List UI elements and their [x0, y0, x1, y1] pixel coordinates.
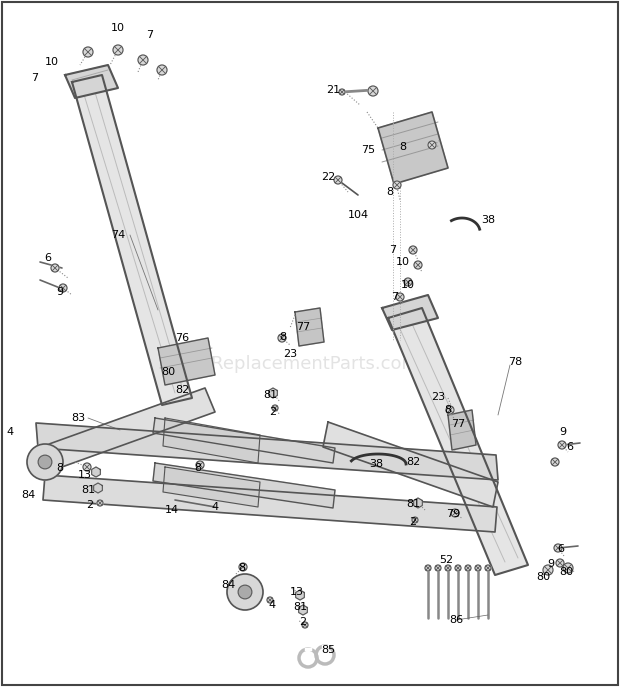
Text: 8: 8	[399, 142, 407, 152]
Circle shape	[563, 563, 573, 573]
Text: eReplacementParts.com: eReplacementParts.com	[200, 354, 420, 372]
Polygon shape	[268, 388, 277, 398]
Polygon shape	[323, 422, 498, 507]
Text: 82: 82	[406, 457, 420, 467]
Text: 76: 76	[175, 333, 189, 343]
Text: 22: 22	[321, 172, 335, 182]
Text: 38: 38	[369, 459, 383, 469]
Polygon shape	[36, 423, 498, 480]
Circle shape	[27, 444, 63, 480]
Polygon shape	[94, 483, 102, 493]
Circle shape	[412, 517, 418, 523]
Text: 104: 104	[347, 210, 368, 220]
Circle shape	[59, 284, 67, 292]
Polygon shape	[163, 418, 260, 463]
Circle shape	[554, 544, 562, 552]
Text: 78: 78	[508, 357, 522, 367]
Text: 10: 10	[401, 280, 415, 290]
Circle shape	[196, 461, 204, 469]
Circle shape	[558, 441, 566, 449]
Text: 74: 74	[111, 230, 125, 240]
Text: 80: 80	[536, 572, 550, 582]
Polygon shape	[448, 410, 476, 450]
Polygon shape	[158, 338, 215, 385]
Text: 10: 10	[111, 23, 125, 33]
Text: 2: 2	[299, 617, 306, 627]
Circle shape	[157, 65, 167, 75]
Circle shape	[272, 405, 278, 411]
Circle shape	[267, 597, 273, 603]
Circle shape	[38, 455, 52, 469]
Polygon shape	[296, 590, 304, 600]
Text: 8: 8	[386, 187, 394, 197]
Text: 4: 4	[211, 502, 219, 512]
Text: 6: 6	[557, 544, 564, 554]
Circle shape	[414, 261, 422, 269]
Text: 81: 81	[406, 499, 420, 509]
Text: 13: 13	[290, 587, 304, 597]
Text: 14: 14	[165, 505, 179, 515]
Text: 7: 7	[32, 73, 38, 83]
Circle shape	[302, 622, 308, 628]
Circle shape	[551, 458, 559, 466]
Circle shape	[368, 86, 378, 96]
Text: 6: 6	[567, 442, 574, 452]
Circle shape	[409, 246, 417, 254]
Text: 21: 21	[326, 85, 340, 95]
Circle shape	[455, 565, 461, 571]
Polygon shape	[92, 467, 100, 477]
Circle shape	[278, 334, 286, 342]
Circle shape	[445, 565, 451, 571]
Text: 9: 9	[559, 427, 567, 437]
Circle shape	[435, 565, 441, 571]
Circle shape	[51, 264, 59, 272]
Circle shape	[334, 176, 342, 184]
Text: 7: 7	[389, 245, 397, 255]
Polygon shape	[299, 605, 308, 615]
Circle shape	[239, 563, 247, 571]
Text: 77: 77	[296, 322, 310, 332]
Text: 81: 81	[81, 485, 95, 495]
Polygon shape	[378, 112, 448, 184]
Circle shape	[485, 565, 491, 571]
Circle shape	[113, 45, 123, 55]
Text: 2: 2	[270, 407, 277, 417]
Circle shape	[138, 55, 148, 65]
Text: 80: 80	[559, 567, 573, 577]
Text: 23: 23	[283, 349, 297, 359]
Polygon shape	[65, 65, 118, 98]
Polygon shape	[153, 463, 335, 508]
Text: 75: 75	[361, 145, 375, 155]
Circle shape	[446, 406, 454, 414]
Text: 52: 52	[439, 555, 453, 565]
Text: 13: 13	[78, 470, 92, 480]
Text: 7: 7	[146, 30, 154, 40]
Polygon shape	[43, 475, 497, 532]
Text: 8: 8	[239, 563, 246, 573]
Polygon shape	[38, 388, 215, 472]
Circle shape	[227, 574, 263, 610]
Text: 2: 2	[86, 500, 94, 510]
Text: 8: 8	[195, 463, 202, 473]
Circle shape	[393, 181, 401, 189]
Polygon shape	[72, 75, 192, 405]
Circle shape	[97, 500, 103, 506]
Text: 81: 81	[293, 602, 307, 612]
Circle shape	[238, 585, 252, 599]
Circle shape	[83, 47, 93, 57]
Circle shape	[396, 293, 404, 301]
Circle shape	[465, 565, 471, 571]
Text: 6: 6	[45, 253, 51, 263]
Text: 4: 4	[268, 600, 275, 610]
Circle shape	[451, 509, 459, 517]
Polygon shape	[153, 418, 335, 463]
Text: 84: 84	[21, 490, 35, 500]
Circle shape	[556, 559, 564, 567]
Text: 7: 7	[391, 292, 399, 302]
Text: 81: 81	[263, 390, 277, 400]
Text: 9: 9	[547, 559, 554, 569]
Text: 84: 84	[221, 580, 235, 590]
Circle shape	[425, 565, 431, 571]
Text: 2: 2	[409, 517, 417, 527]
